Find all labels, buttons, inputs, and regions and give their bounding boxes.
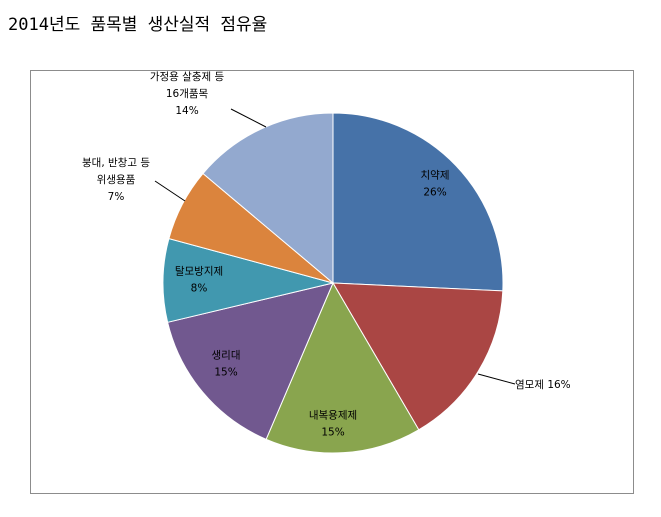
data-label-line: 붕대, 반창고 등 bbox=[82, 157, 150, 169]
data-label-line: 염모제 16% bbox=[515, 379, 571, 391]
data-label-line: 가정용 살충제 등 bbox=[150, 71, 225, 83]
pie-chart: 치약제 26% 염모제 16% 내복용제제 15% 생리대 15% 탈모방지제 8% 붕대, 반창… bbox=[82, 71, 571, 454]
data-label-sanitary-pad: 생리대 15% bbox=[212, 350, 241, 379]
data-label-line: 16개품목 bbox=[166, 88, 209, 100]
leader-line-hair-dye bbox=[477, 373, 516, 385]
data-label-line: 7% bbox=[108, 191, 125, 203]
page-title: 2014년도 품목별 생산실적 점유율 bbox=[8, 15, 268, 35]
data-label-line: 14% bbox=[175, 105, 198, 117]
data-label-toothpaste: 치약제 26% bbox=[421, 170, 450, 199]
data-label-line: 위생용품 bbox=[97, 173, 136, 186]
pie-slice-toothpaste bbox=[332, 112, 504, 292]
data-label-line: 치약제 bbox=[421, 170, 450, 182]
data-label-hair-dye: 염모제 16% bbox=[515, 379, 571, 391]
data-label-line: 26% bbox=[423, 187, 446, 199]
data-label-line: 8% bbox=[191, 283, 208, 295]
pie-slice-insecticide bbox=[202, 112, 334, 285]
data-label-line: 내복용제제 bbox=[309, 410, 357, 422]
leader-line-bandage bbox=[154, 180, 186, 202]
pie-slice-sanitary-pad bbox=[166, 282, 334, 440]
data-label-hair-loss: 탈모방지제 8% bbox=[175, 265, 223, 295]
pie-slice-hair-dye bbox=[332, 282, 504, 431]
leader-line-insecticide bbox=[230, 108, 267, 128]
data-label-insecticide: 가정용 살충제 등 16개품목 14% bbox=[150, 71, 225, 117]
data-label-oral-preparation: 내복용제제 15% bbox=[309, 410, 357, 439]
data-label-line: 탈모방지제 bbox=[175, 265, 223, 278]
chart-area: 치약제 26% 염모제 16% 내복용제제 15% 생리대 15% 탈모방지제 8% 붕대, 반창… bbox=[30, 70, 634, 494]
pie-slice-oral-preparation bbox=[265, 281, 420, 454]
data-label-line: 15% bbox=[214, 367, 237, 379]
data-label-line: 생리대 bbox=[212, 350, 241, 362]
data-label-line: 15% bbox=[321, 427, 344, 439]
